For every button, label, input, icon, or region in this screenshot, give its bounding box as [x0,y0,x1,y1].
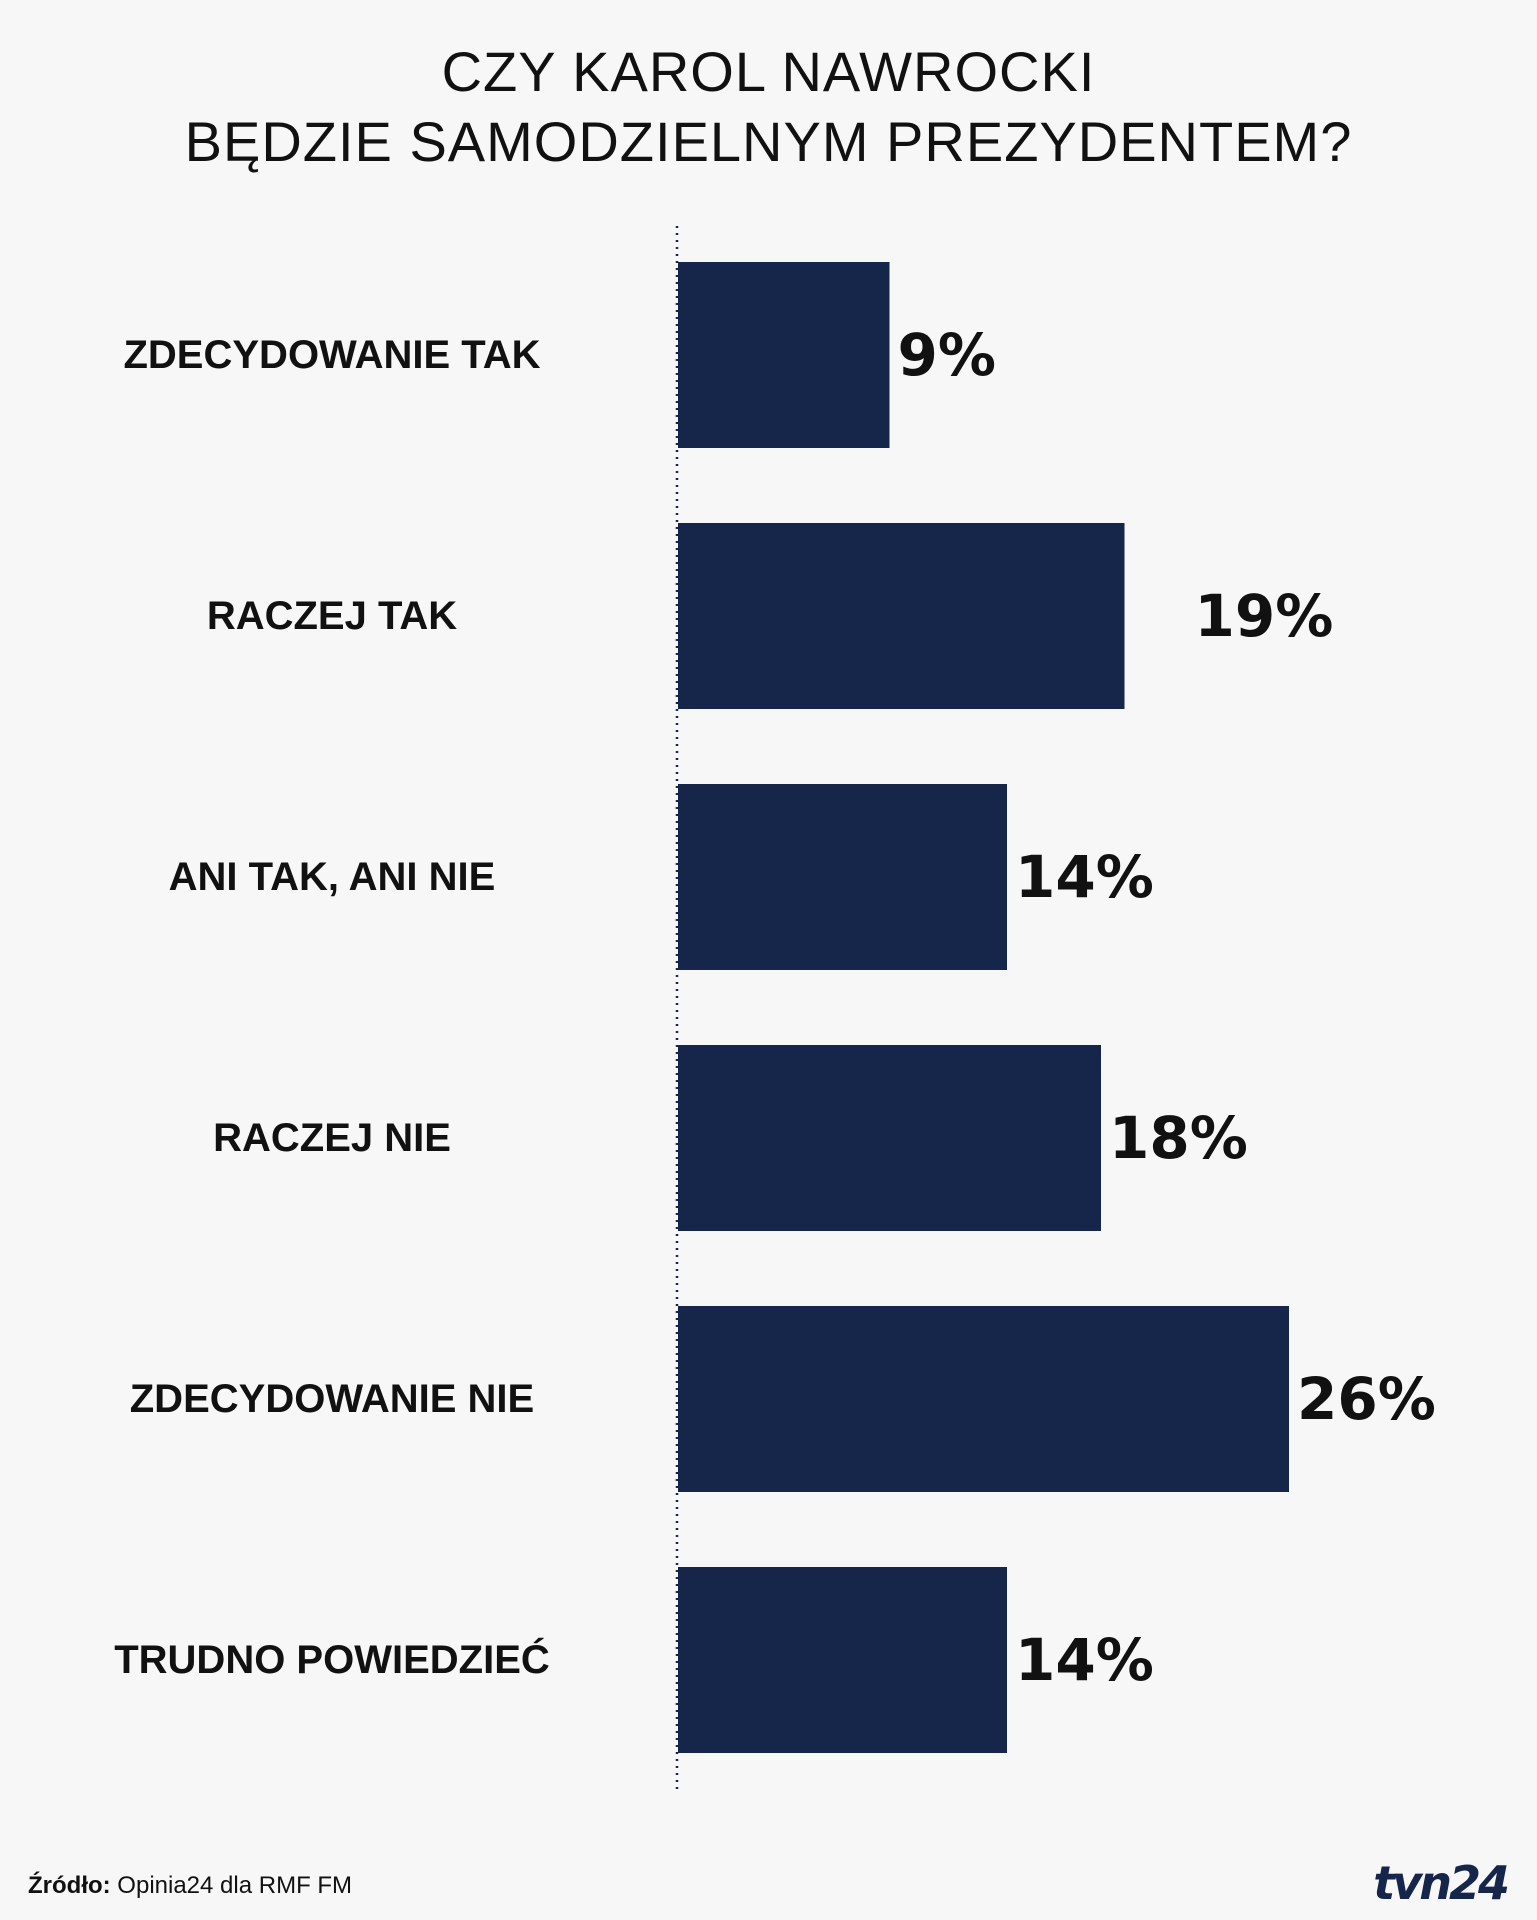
category-label-2: RACZEJ TAK [207,594,457,638]
chart-title-line-2: BĘDZIE SAMODZIELNYM PREZYDENTEM? [184,110,1353,173]
category-label-3: ANI TAK, ANI NIE [169,855,496,899]
chart-title-line-1: CZY KAROL NAWROCKI [441,40,1096,103]
bars-layer: ZDECYDOWANIE TAK 9% RACZEJ TAK 19% ANI TAK, … [114,262,1436,1753]
tvn24-logo: tvn24 [1373,1856,1510,1910]
value-label-1: 9% [898,321,996,389]
bar-2 [678,523,1125,709]
value-label-4: 18% [1109,1104,1248,1172]
bar-1 [678,262,890,448]
bar-5 [678,1306,1289,1492]
category-label-4: RACZEJ NIE [213,1116,451,1160]
value-label-5: 26% [1297,1365,1436,1433]
source-label: Źródło: [28,1872,111,1899]
value-label-2: 19% [1195,582,1334,650]
category-label-6: TRUDNO POWIEDZIEĆ [114,1636,550,1682]
category-label-5: ZDECYDOWANIE NIE [130,1377,534,1421]
bar-3 [678,784,1007,970]
bar-6 [678,1567,1007,1753]
source-text: Opinia24 dla RMF FM [110,1872,353,1899]
source-note: Źródło: Opinia24 dla RMF FM [28,1872,352,1900]
value-label-3: 14% [1015,843,1154,911]
bar-4 [678,1045,1101,1231]
category-label-1: ZDECYDOWANIE TAK [123,333,540,377]
value-label-6: 14% [1015,1626,1154,1694]
